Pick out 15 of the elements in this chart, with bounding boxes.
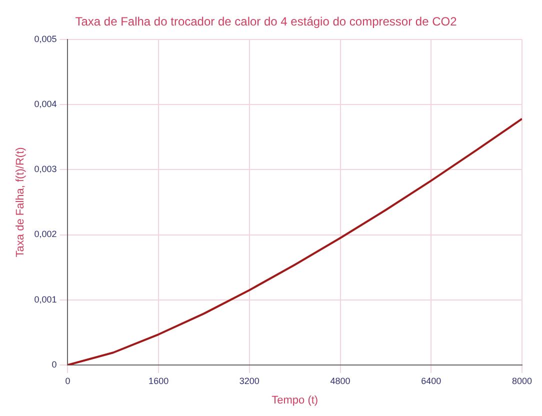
chart-title: Taxa de Falha do trocador de calor do 4 estágio do compressor de CO2 (75, 14, 458, 29)
x-tick-label: 6400 (421, 376, 442, 386)
x-tick-label: 3200 (239, 376, 260, 386)
x-tick-label: 0 (65, 376, 70, 386)
y-tick-label: 0,005 (34, 34, 57, 44)
y-tick-label: 0,004 (34, 99, 57, 110)
y-tick-label: 0 (52, 359, 57, 370)
x-tick-label: 8000 (512, 376, 532, 386)
y-tick-label: 0,001 (34, 294, 57, 304)
x-tick-label: 4800 (330, 376, 350, 386)
x-axis-title: Tempo (t) (272, 394, 318, 406)
x-tick-label: 1600 (148, 376, 169, 386)
y-tick-label: 0,003 (34, 164, 57, 174)
y-tick-label: 0,002 (34, 229, 57, 240)
y-axis-title: Taxa de Falha, f(t)/R(t) (14, 147, 27, 258)
